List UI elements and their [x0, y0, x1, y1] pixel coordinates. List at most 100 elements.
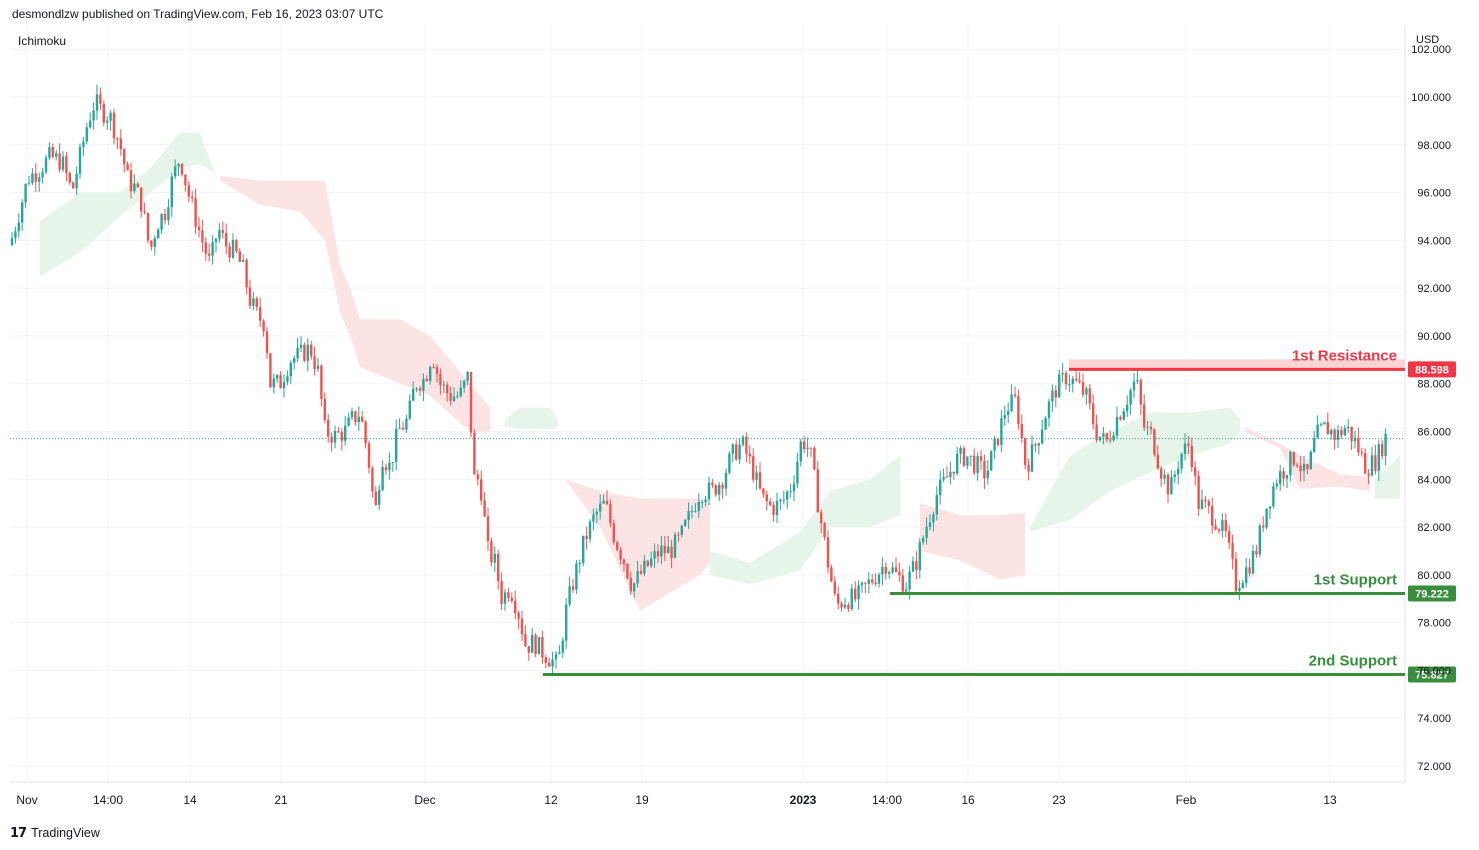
candle-body-up	[466, 371, 469, 381]
candle-body-down	[1187, 443, 1190, 446]
candle-body-down	[548, 662, 551, 667]
candle-body-up	[738, 444, 741, 460]
candle-body-down	[507, 592, 510, 598]
candle-body-down	[1190, 445, 1193, 468]
candle-body-down	[323, 398, 326, 420]
price-scale-currency[interactable]: USD	[1416, 34, 1440, 46]
candle-body-up	[731, 444, 734, 454]
candle-body-up	[41, 172, 44, 178]
candle-body-up	[1115, 417, 1119, 436]
time-axis-tick-label: 14:00	[872, 793, 902, 807]
candle-body-up	[1238, 587, 1241, 592]
candle-body-up	[650, 558, 653, 566]
candle-body-down	[1282, 471, 1285, 479]
candle-body-down	[1088, 388, 1091, 404]
candle-body-up	[1343, 428, 1346, 436]
candle-body-down	[1207, 501, 1210, 507]
candle-body-up	[653, 551, 656, 559]
candle-body-down	[514, 600, 517, 614]
candle-body-up	[1030, 444, 1034, 472]
candle-body-up	[1275, 483, 1278, 487]
candle-body-up	[412, 389, 415, 401]
ichimoku-cloud-segment	[565, 479, 710, 611]
indicator-legend-ichimoku[interactable]: Ichimoku	[18, 34, 67, 48]
candle-body-down	[228, 246, 231, 258]
candle-body-down	[1340, 429, 1343, 436]
candle-body-up	[463, 380, 466, 388]
candle-body-up	[160, 214, 163, 230]
time-axis-tick-label: 14:00	[93, 793, 123, 807]
candle-body-up	[1279, 471, 1282, 484]
candle-body-down	[854, 588, 857, 600]
candle-body-down	[255, 298, 258, 308]
candle-body-up	[61, 156, 65, 170]
candle-body-up	[554, 654, 558, 660]
candle-body-up	[289, 362, 292, 377]
candle-body-down	[813, 447, 816, 470]
candle-body-up	[1085, 388, 1088, 395]
candle-body-up	[877, 574, 881, 584]
candle-body-down	[58, 153, 61, 170]
candle-body-down	[1027, 464, 1030, 472]
candle-body-up	[928, 522, 932, 527]
price-axis-tick-label: 82.000	[1417, 522, 1451, 534]
candle-body-down	[72, 182, 75, 189]
candle-body-up	[687, 511, 690, 521]
candle-body-up	[452, 396, 456, 401]
candle-body-down	[752, 456, 755, 480]
candle-body-down	[262, 320, 265, 332]
candle-body-down	[68, 172, 71, 183]
candle-body-down	[187, 185, 190, 197]
candle-body-up	[684, 520, 687, 526]
candle-body-up	[95, 94, 99, 111]
candle-body-up	[636, 571, 639, 584]
candle-body-down	[612, 523, 615, 543]
candle-body-down	[571, 586, 575, 590]
candle-body-up	[1245, 567, 1248, 584]
candle-body-up	[578, 563, 581, 565]
candle-body-up	[1061, 372, 1064, 375]
candle-body-up	[701, 501, 704, 503]
candle-body-up	[881, 566, 884, 575]
price-axis-tick-label: 100.000	[1411, 92, 1451, 104]
publisher-attribution: desmondlzw published on TradingView.com,…	[12, 7, 384, 21]
price-tag-background	[1408, 585, 1456, 602]
ichimoku-cloud-segment	[505, 407, 558, 430]
time-axis-tick-label: 13	[1323, 793, 1337, 807]
candle-body-up	[925, 526, 928, 538]
candle-body-down	[486, 516, 490, 541]
candle-body-up	[14, 231, 17, 239]
candle-body-down	[221, 230, 224, 234]
candle-body-up	[415, 388, 418, 390]
candle-body-up	[55, 153, 58, 157]
candle-body-down	[1217, 529, 1221, 531]
candle-body-up	[408, 400, 411, 419]
candle-body-down	[735, 444, 738, 460]
candle-body-down	[1292, 452, 1295, 465]
candle-body-up	[993, 438, 996, 451]
candle-body-up	[1126, 404, 1129, 412]
candle-body-down	[864, 582, 867, 584]
candle-body-up	[293, 357, 296, 363]
candle-body-up	[1347, 426, 1350, 429]
candle-body-down	[517, 613, 520, 619]
candle-body-up	[1003, 415, 1006, 419]
candle-body-up	[1384, 433, 1387, 457]
candle-body-up	[1129, 390, 1132, 405]
candle-body-down	[490, 540, 493, 563]
candle-body-up	[1037, 443, 1040, 446]
candle-body-up	[296, 347, 299, 358]
candle-body-down	[269, 353, 272, 388]
tradingview-footer[interactable]: 17 TradingView	[10, 824, 100, 842]
candle-body-down	[619, 549, 622, 560]
candle-body-up	[561, 640, 564, 653]
candle-body-down	[1381, 444, 1384, 457]
candle-body-down	[197, 226, 201, 231]
candle-body-up	[673, 534, 677, 558]
candle-body-up	[388, 462, 391, 471]
candle-body-down	[116, 138, 119, 140]
price-axis-tick-label: 72.000	[1417, 761, 1451, 773]
candle-body-up	[242, 260, 245, 262]
candle-body-up	[456, 395, 459, 397]
